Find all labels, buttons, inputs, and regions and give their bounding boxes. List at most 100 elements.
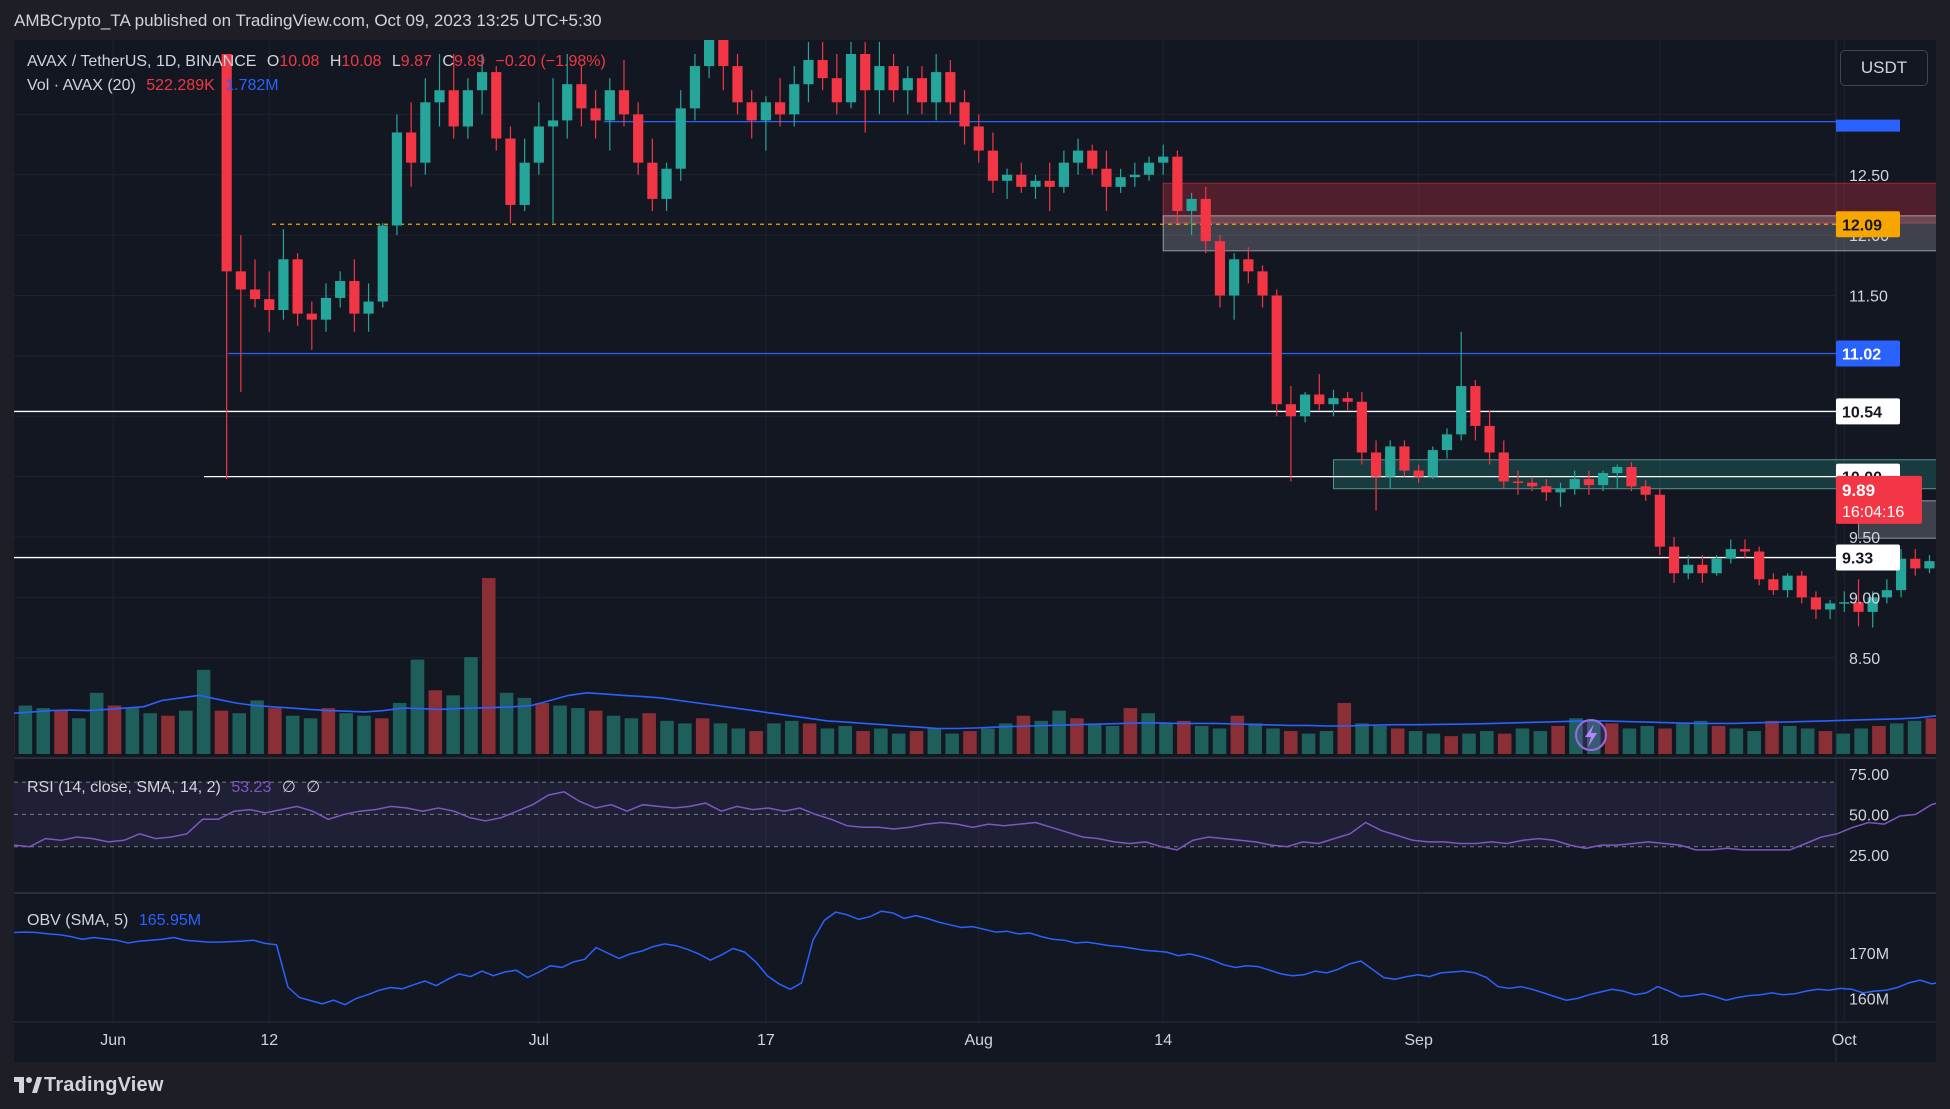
candle-body bbox=[973, 126, 984, 151]
candle-body bbox=[1555, 488, 1566, 493]
volume-bar bbox=[1462, 733, 1476, 754]
currency-button[interactable]: USDT bbox=[1840, 50, 1928, 86]
volume-bar bbox=[250, 700, 264, 754]
obv-label[interactable]: OBV (SMA, 5) bbox=[27, 912, 129, 929]
candle-body bbox=[590, 108, 601, 121]
volume-bar bbox=[1087, 723, 1102, 754]
volume-bar bbox=[339, 713, 353, 754]
volume-bar bbox=[1658, 728, 1672, 754]
candle-body bbox=[1002, 174, 1013, 181]
price-tag-label: 10.54 bbox=[1842, 404, 1882, 421]
candle-body bbox=[1498, 452, 1509, 482]
time-tick-label: 18 bbox=[1651, 1032, 1669, 1049]
candle-body bbox=[604, 90, 615, 121]
chart-background bbox=[14, 40, 1936, 1062]
candle-body bbox=[335, 281, 346, 298]
volume-bar bbox=[446, 695, 460, 754]
volume-bar bbox=[1337, 703, 1352, 754]
candle-body bbox=[945, 72, 956, 103]
volume-bar bbox=[553, 705, 567, 754]
volume-bar bbox=[1123, 708, 1138, 754]
candle-body bbox=[1427, 450, 1438, 477]
candle-body bbox=[306, 313, 317, 320]
footer-brand[interactable]: TradingView bbox=[44, 1074, 164, 1096]
volume-bar bbox=[1854, 728, 1868, 754]
volume-bar bbox=[268, 708, 282, 754]
rsi-pane: 75.00 50.00 25.00 bbox=[13, 767, 1950, 865]
volume-bar bbox=[624, 718, 639, 754]
publish-header: AMBCrypto_TA published on TradingView.co… bbox=[0, 0, 1950, 40]
symbol-legend: AVAX / TetherUS, 1D, BINANCE O10.08 H10.… bbox=[27, 53, 606, 71]
time-axis: Jun12Jul17Aug14Sep18Oct16 bbox=[100, 1032, 1857, 1049]
candle-body bbox=[1186, 198, 1197, 211]
candle-body bbox=[1058, 162, 1069, 187]
volume-label[interactable]: Vol · AVAX (20) bbox=[27, 77, 136, 94]
candle-body bbox=[292, 259, 303, 314]
publish-info: AMBCrypto_TA published on TradingView.co… bbox=[14, 11, 602, 30]
price-tick-label: 12.50 bbox=[1849, 168, 1889, 185]
candle-body bbox=[264, 299, 275, 310]
candle-body bbox=[249, 289, 261, 300]
volume-bar bbox=[856, 731, 870, 754]
price-tag: 9.33 bbox=[1836, 544, 1900, 571]
volume-bar bbox=[1836, 733, 1851, 754]
volume-bar bbox=[642, 713, 656, 754]
volume-bar bbox=[1551, 725, 1565, 754]
volume-bar bbox=[1319, 731, 1334, 754]
volume-bar bbox=[1872, 725, 1886, 754]
price-tag: 12.09 bbox=[1836, 211, 1900, 238]
candle-body bbox=[1825, 603, 1836, 610]
volume-bar bbox=[196, 669, 211, 754]
candle-body bbox=[817, 60, 828, 79]
candle-body bbox=[661, 168, 672, 199]
price-tick-label: 9.50 bbox=[1849, 530, 1880, 547]
volume-bar bbox=[1177, 720, 1191, 754]
high-label: H bbox=[329, 53, 342, 70]
volume-bar bbox=[517, 697, 532, 754]
candle-body bbox=[860, 54, 871, 91]
volume-bar bbox=[1676, 723, 1690, 754]
price-tag-box bbox=[1836, 544, 1900, 571]
volume-bar bbox=[36, 708, 50, 754]
candle-body bbox=[689, 66, 701, 109]
candle-body bbox=[959, 102, 970, 127]
candle-body bbox=[987, 150, 999, 181]
candle-body bbox=[1867, 597, 1878, 612]
candle-body bbox=[1370, 452, 1382, 477]
volume-bar bbox=[125, 708, 140, 754]
chart-svg[interactable]: 12.5012.0011.509.509.008.50 75.0050.0025… bbox=[0, 0, 1950, 1062]
rsi-value: 53.23 bbox=[231, 779, 272, 796]
chart-area[interactable]: 12.5012.0011.509.509.008.50 75.0050.0025… bbox=[0, 0, 1950, 1062]
volume-bar bbox=[1480, 731, 1494, 754]
volume-bar bbox=[1355, 723, 1369, 754]
candle-body bbox=[1768, 579, 1779, 591]
last-price-box bbox=[1836, 475, 1922, 524]
rsi-label[interactable]: RSI (14, close, SMA, 14, 2) bbox=[27, 779, 221, 796]
volume-bar bbox=[963, 731, 977, 754]
candle-body bbox=[1158, 156, 1169, 163]
time-tick-label: 12 bbox=[260, 1032, 278, 1049]
candle-body bbox=[633, 114, 644, 163]
obv-line bbox=[13, 910, 1950, 1006]
candle-body bbox=[1697, 564, 1708, 574]
volume-bar bbox=[535, 703, 550, 754]
candle-body bbox=[1583, 479, 1595, 486]
candle-body bbox=[221, 54, 232, 272]
candle-body bbox=[1725, 549, 1736, 559]
candle-body bbox=[1314, 394, 1325, 405]
price-tag-box bbox=[1836, 398, 1900, 425]
volume-bar bbox=[1889, 723, 1904, 754]
volume-bar bbox=[678, 723, 692, 754]
volume-bar bbox=[18, 705, 33, 754]
candle-body bbox=[363, 301, 374, 314]
obv-tick-label: 160M bbox=[1849, 991, 1889, 1008]
candle-body bbox=[647, 162, 658, 199]
volume-bar bbox=[1390, 728, 1405, 754]
candle-body bbox=[732, 66, 743, 103]
volume-series bbox=[0, 578, 1950, 754]
volume-bar bbox=[143, 713, 157, 754]
symbol-name[interactable]: AVAX / TetherUS, 1D, BINANCE bbox=[27, 53, 257, 70]
candle-body bbox=[718, 0, 729, 67]
candle-body bbox=[420, 102, 431, 163]
